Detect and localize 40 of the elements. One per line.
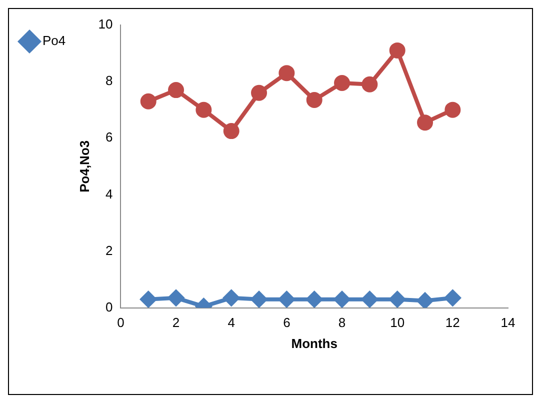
- x-tick-label: 0: [117, 315, 124, 330]
- x-tick-label: 14: [500, 315, 516, 330]
- point: [334, 291, 350, 308]
- y-axis-title: Po4,No3: [77, 140, 92, 192]
- point: [389, 291, 406, 308]
- point: [223, 290, 240, 306]
- y-tick-label: 6: [105, 130, 113, 145]
- point: [251, 291, 268, 308]
- point: [196, 102, 212, 118]
- point: [389, 42, 406, 58]
- point: [278, 65, 295, 82]
- point: [362, 291, 378, 308]
- point: [306, 92, 322, 108]
- x-tick-label: 10: [390, 315, 405, 330]
- y-tick-label: 0: [105, 299, 113, 314]
- point: [140, 93, 156, 110]
- point: [168, 290, 184, 306]
- point: [223, 123, 240, 140]
- point: [251, 84, 268, 101]
- point: [417, 114, 434, 131]
- point: [334, 74, 350, 91]
- x-tick-label: 6: [283, 315, 290, 330]
- point: [444, 102, 461, 118]
- y-tick-label: 4: [105, 186, 113, 202]
- x-tick-label: 4: [228, 315, 235, 330]
- point: [140, 291, 156, 308]
- point: [306, 291, 322, 308]
- point: [417, 292, 434, 308]
- point: [278, 291, 295, 308]
- y-tick-label: 8: [105, 73, 113, 88]
- point: [444, 290, 461, 306]
- x-axis-title: Months: [291, 336, 338, 351]
- x-tick-label: 2: [172, 315, 180, 330]
- point: [168, 82, 184, 98]
- y-tick-label: 10: [98, 16, 113, 32]
- point: [362, 76, 378, 92]
- x-tick-label: 12: [445, 315, 460, 330]
- y-tick-label: 2: [105, 242, 113, 258]
- legend-label: Po4: [42, 33, 66, 48]
- x-tick-label: 8: [338, 315, 346, 330]
